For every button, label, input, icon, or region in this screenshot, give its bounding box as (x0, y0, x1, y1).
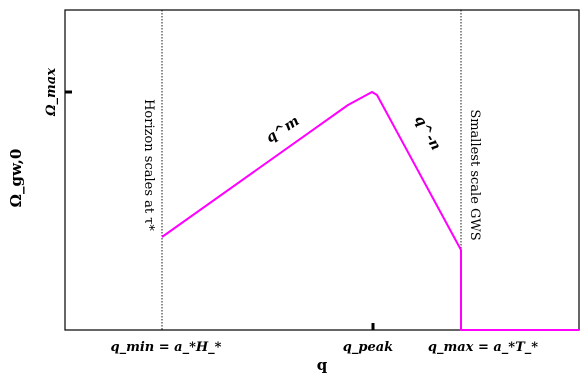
y-tick-label-omega-max: Ω_max (44, 68, 59, 117)
spectrum-curve (161, 91, 579, 331)
x-tick-label-qpeak: q_peak (343, 340, 393, 355)
annotation-horizon-scales: Horizon scales at τ* (141, 99, 156, 231)
annotation-smallest-scale: Smallest scale GWS (467, 109, 482, 240)
plot-frame (64, 9, 580, 331)
x-tick-label-qmax: q_max = a_*T_* (428, 340, 538, 355)
y-axis-title: Ω_gw,0 (7, 149, 25, 208)
x-axis-title: q (317, 356, 328, 374)
x-tick-label-qmin: q_min = a_*H_* (111, 340, 222, 355)
curve-label-falling: q^-n (411, 113, 444, 153)
